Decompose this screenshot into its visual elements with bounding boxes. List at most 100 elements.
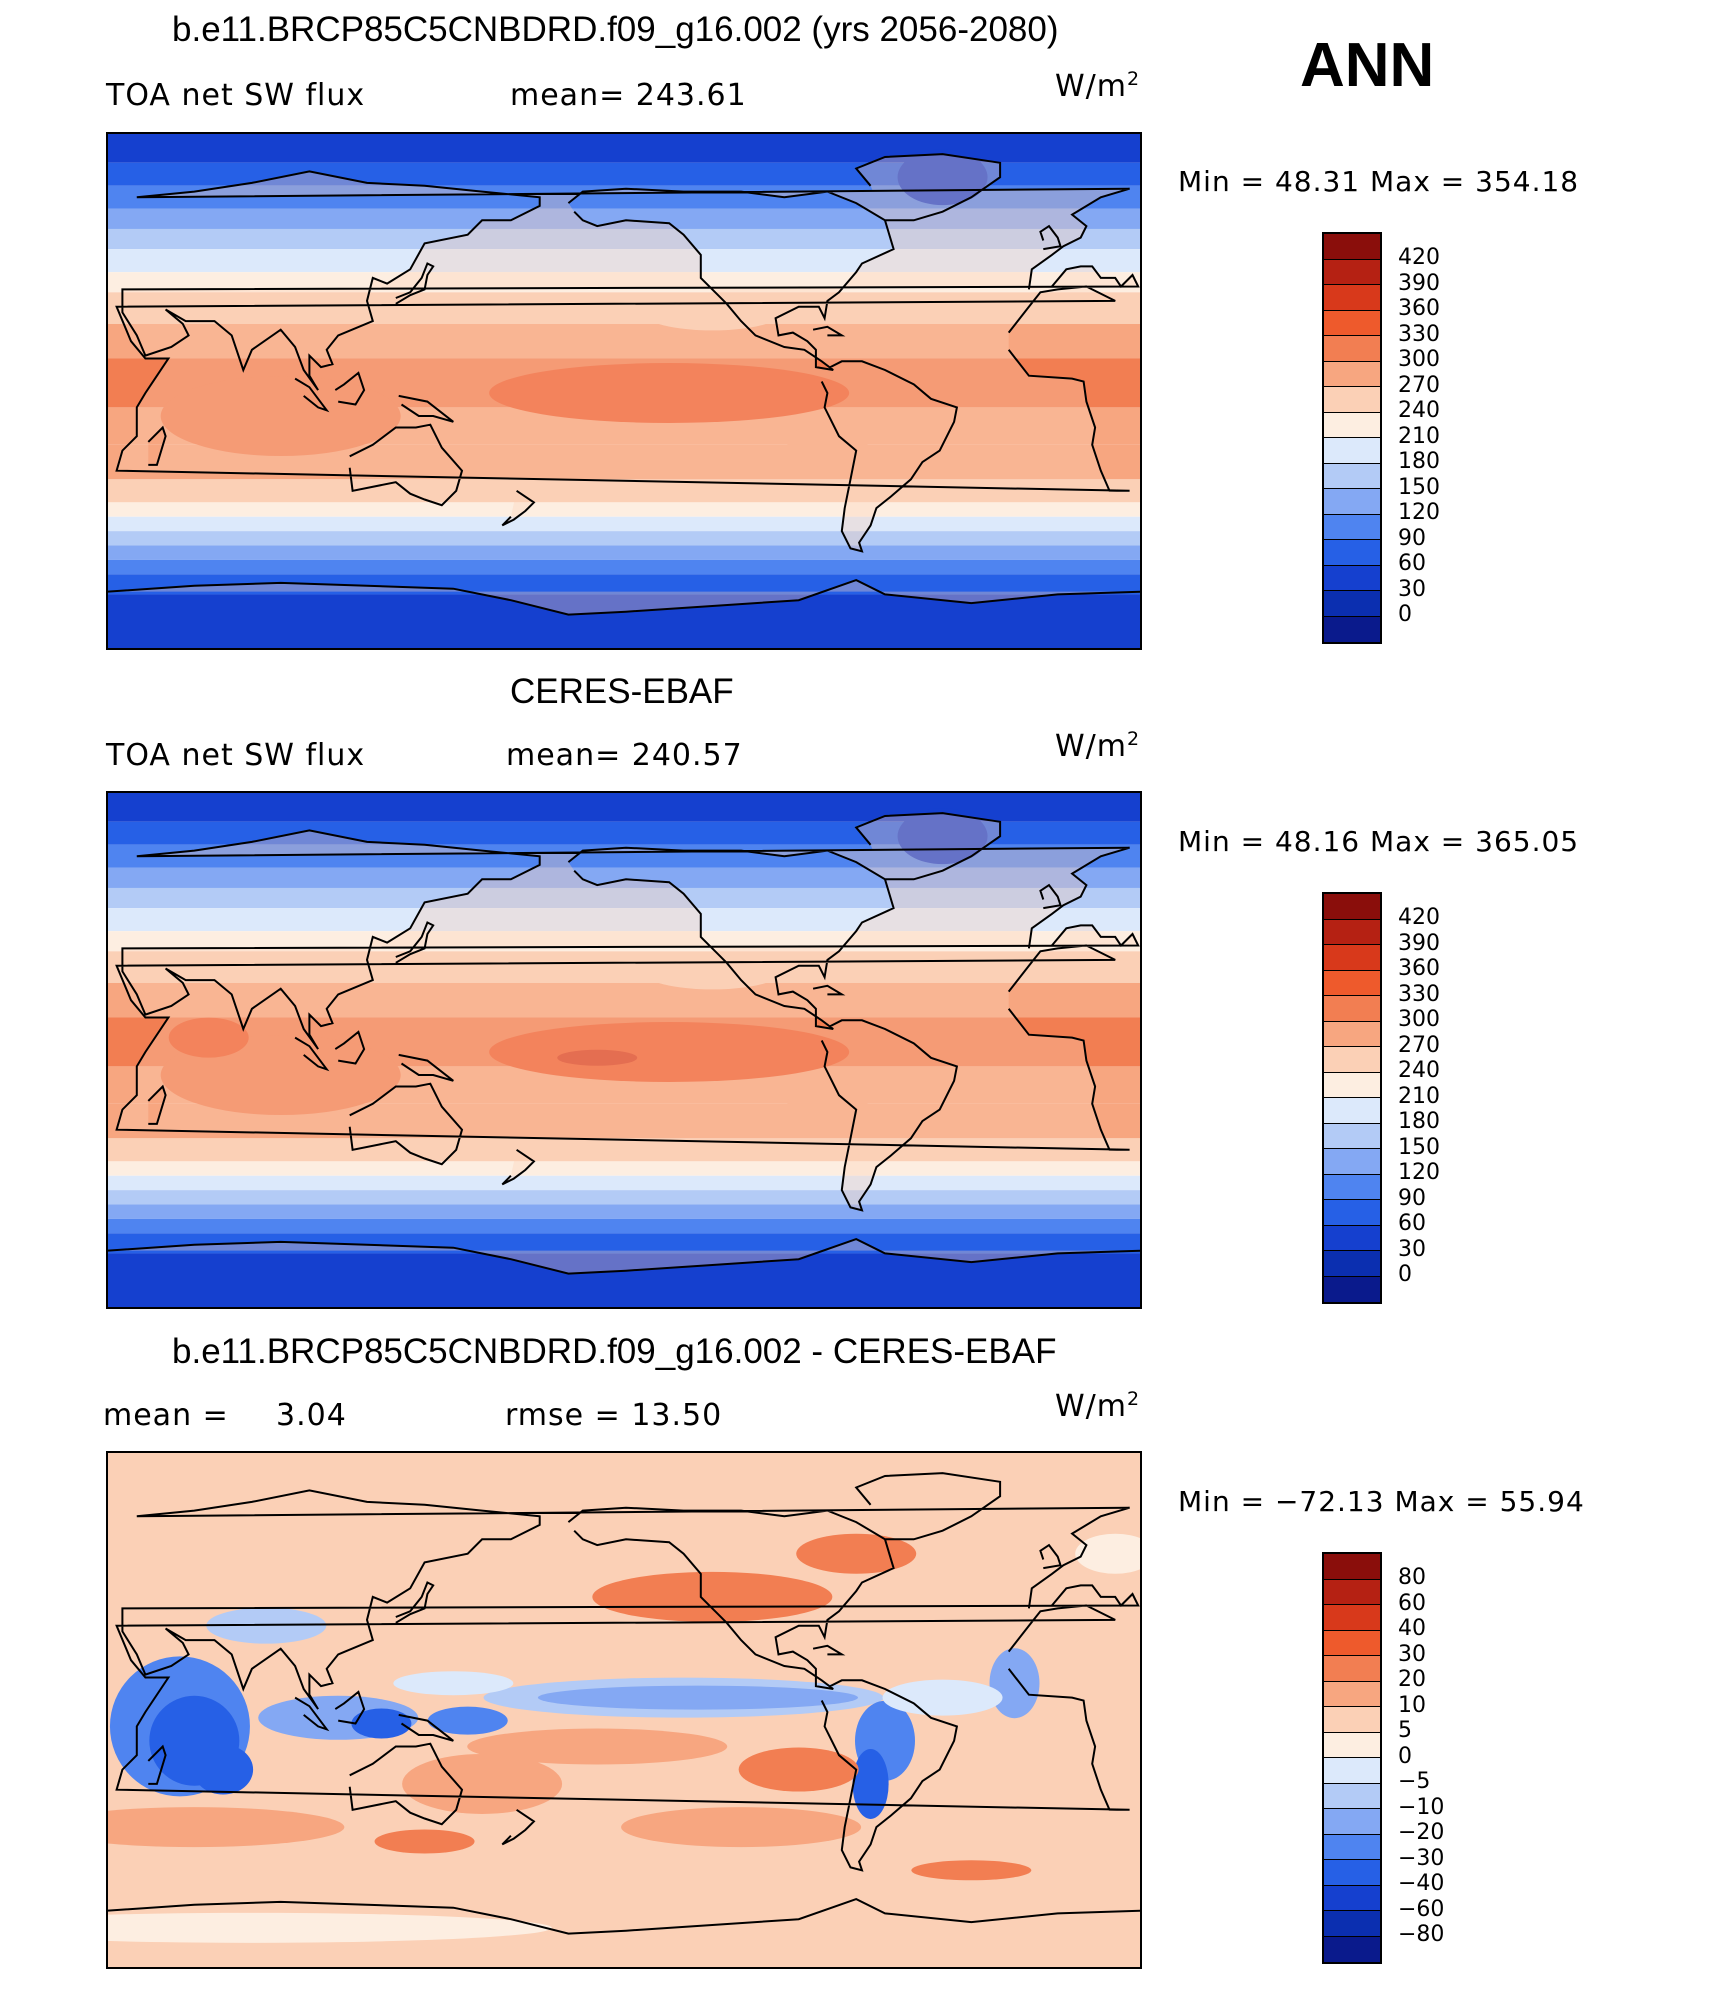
panel1-minmax: Min = 48.31 Max = 354.18 [1178,165,1580,198]
colorbar-segment [1324,919,1380,945]
flux-band [108,821,1140,845]
colorbar-label: 120 [1398,500,1440,525]
colorbar-segment [1324,945,1380,971]
panel1-units-sup: 2 [1127,68,1141,90]
panel3-colorbar [1322,1552,1382,1964]
coastline [108,153,1140,616]
colorbar-segment [1324,285,1380,311]
colorbar-segment [1324,259,1380,285]
flux-region [160,376,401,457]
panel3-rmse: rmse = 13.50 [505,1398,723,1433]
colorbar-label: 90 [1398,525,1426,551]
colorbar-segment [1324,1911,1380,1937]
diff-anomaly [882,1679,1003,1716]
flux-band [108,531,1140,546]
colorbar-segment [1324,336,1380,362]
diff-anomaly [592,1571,833,1622]
colorbar-label: 360 [1398,956,1440,981]
colorbar-segment [1324,894,1380,920]
colorbar-segment [1324,1809,1380,1835]
colorbar-segment [1324,1174,1380,1200]
panel1-units-base: W/m [1055,69,1127,104]
flux-band [108,1233,1140,1254]
colorbar-label: −80 [1398,1922,1445,1947]
panel2-variable: TOA net SW flux [106,738,366,773]
colorbar-label: −60 [1398,1896,1445,1922]
coastline [108,1472,1140,1935]
flux-band [108,545,1140,560]
colorbar-segment [1324,1681,1380,1707]
colorbar-label: 360 [1398,296,1440,321]
panel2-map-svg [108,793,1140,1307]
colorbar-segment [1324,1707,1380,1733]
colorbar-label: 330 [1398,321,1440,347]
colorbar-label: 420 [1398,245,1440,270]
colorbar-segment [1324,1123,1380,1149]
land-fill [108,154,1140,615]
flux-band [108,208,1140,229]
diff-anomaly [989,1648,1040,1719]
colorbar-segment [1324,540,1380,566]
diff-anomaly [193,1744,254,1795]
colorbar-segment [1324,310,1380,336]
flux-max-region [489,1022,850,1082]
colorbar-label: 5 [1398,1718,1412,1743]
colorbar-label: 10 [1398,1692,1426,1718]
flux-band [108,228,1140,250]
flux-band [108,1218,1140,1234]
panel1-variable: TOA net SW flux [106,78,366,113]
colorbar-segment [1324,1885,1380,1911]
colorbar-segment [1324,1656,1380,1682]
flux-band [108,502,1140,517]
flux-band [108,516,1140,532]
flux-peak [168,1017,249,1058]
colorbar-segment [1324,1732,1380,1758]
colorbar-segment [1324,1276,1380,1302]
colorbar-segment [1324,1579,1380,1605]
panel2-units: W/m2 [1055,728,1140,764]
panel1-mean: mean= 243.61 [510,78,747,113]
colorbar-label: 180 [1398,1109,1440,1134]
stratus-deck [787,422,868,467]
colorbar-label: 60 [1398,551,1426,576]
colorbar-segment [1324,234,1380,260]
panel2-colorbar [1322,892,1382,1304]
colorbar-segment [1324,1149,1380,1175]
stratus-deck [787,1081,868,1126]
flux-band [108,1190,1140,1205]
colorbar-segment [1324,361,1380,387]
land-fill [108,813,1140,1274]
colorbar-label: 80 [1398,1565,1426,1590]
panel3-map [106,1451,1142,1969]
colorbar-segment [1324,565,1380,591]
panel1-colorbar-labels: 420 390 360 330 300 270 240 210 180 150 120 90 60 30 0 [1398,245,1440,628]
colorbar-segment [1324,1605,1380,1631]
colorbar-label: 30 [1398,1236,1426,1262]
colorbar-label: −10 [1398,1794,1445,1820]
coastline [108,812,1140,1275]
panel1-map [106,132,1142,650]
colorbar-segment [1324,1630,1380,1656]
panel2-colorbar-labels: 420 390 360 330 300 270 240 210 180 150 120 90 60 30 0 [1398,905,1440,1288]
colorbar-segment [1324,996,1380,1022]
flux-band [108,162,1140,186]
colorbar-label: 390 [1398,930,1440,956]
colorbar-label: 270 [1398,372,1440,398]
diff-anomaly [402,1753,563,1814]
diff-anomaly [537,1685,858,1710]
colorbar-label: 150 [1398,474,1440,500]
panel3-map-svg [108,1453,1140,1967]
diff-anomaly [738,1747,859,1792]
colorbar-label: 60 [1398,1590,1426,1616]
colorbar-label: 0 [1398,1262,1412,1287]
colorbar-segment [1324,1251,1380,1277]
colorbar-label: 270 [1398,1032,1440,1058]
colorbar-label: −5 [1398,1769,1431,1794]
colorbar-segment [1324,591,1380,617]
colorbar-label: 60 [1398,1211,1426,1236]
colorbar-segment [1324,489,1380,515]
colorbar-label: 240 [1398,398,1440,423]
colorbar-segment [1324,514,1380,540]
colorbar-segment [1324,616,1380,642]
flux-band [108,1204,1140,1219]
